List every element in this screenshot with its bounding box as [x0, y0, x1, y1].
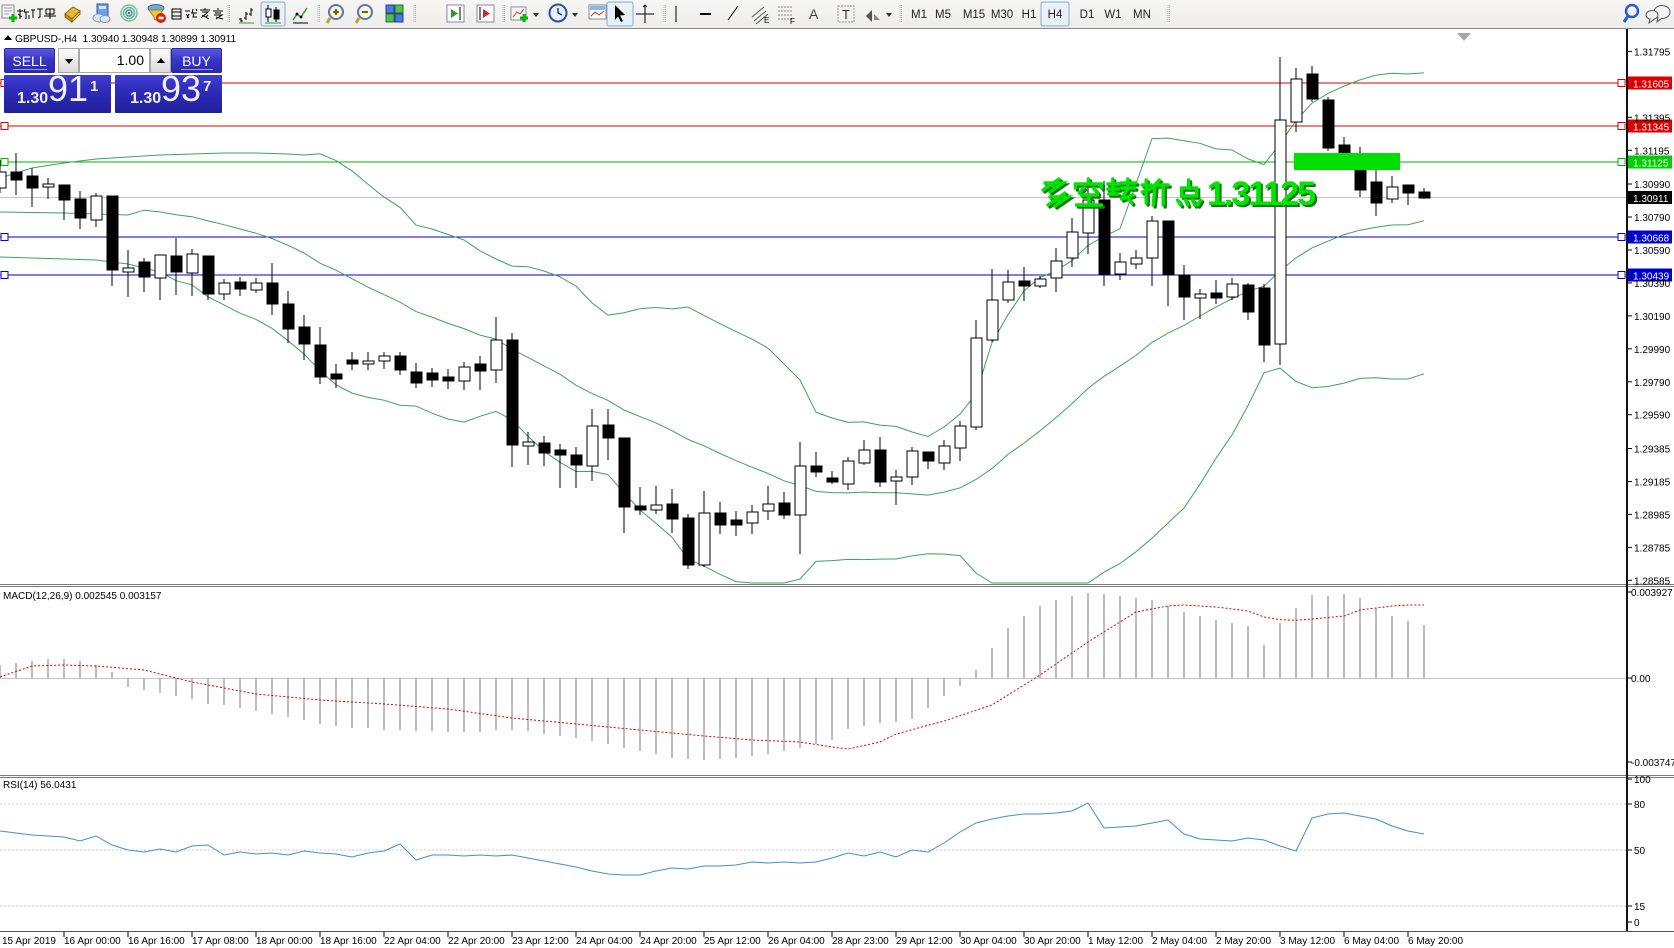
svg-text:1.30911: 1.30911	[1633, 194, 1669, 205]
svg-text:22 Apr 20:00: 22 Apr 20:00	[448, 936, 505, 947]
svg-text:H4: H4	[1048, 9, 1063, 21]
svg-text:1.30390: 1.30390	[1634, 279, 1671, 290]
svg-text:1 May 12:00: 1 May 12:00	[1088, 936, 1143, 947]
svg-text:30 Apr 04:00: 30 Apr 04:00	[960, 936, 1017, 947]
svg-text:1.29385: 1.29385	[1634, 445, 1671, 456]
svg-text:16 Apr 00:00: 16 Apr 00:00	[64, 936, 121, 947]
svg-text:1.31795: 1.31795	[1634, 47, 1671, 58]
svg-text:1.31345: 1.31345	[1633, 123, 1670, 134]
svg-text:1.30790: 1.30790	[1634, 213, 1671, 224]
svg-text:50: 50	[1634, 846, 1646, 857]
svg-text:MACD(12,26,9) 0.002545 0.00315: MACD(12,26,9) 0.002545 0.003157	[3, 591, 162, 602]
svg-text:W1: W1	[1104, 9, 1121, 21]
svg-text:15: 15	[1634, 902, 1646, 913]
svg-text:30 Apr 20:00: 30 Apr 20:00	[1024, 936, 1081, 947]
svg-text:100: 100	[1634, 775, 1651, 786]
svg-text:1.28985: 1.28985	[1634, 510, 1671, 521]
svg-text:1.30439: 1.30439	[1633, 272, 1670, 283]
svg-text:23 Apr 12:00: 23 Apr 12:00	[512, 936, 569, 947]
svg-text:1.29590: 1.29590	[1634, 411, 1671, 422]
svg-text:28 Apr 23:00: 28 Apr 23:00	[832, 936, 889, 947]
svg-text:1.29990: 1.29990	[1634, 345, 1671, 356]
svg-text:1.31605: 1.31605	[1633, 80, 1670, 91]
svg-text:-0.003747: -0.003747	[1631, 758, 1674, 769]
svg-text:29 Apr 12:00: 29 Apr 12:00	[896, 936, 953, 947]
svg-text:26 Apr 04:00: 26 Apr 04:00	[768, 936, 825, 947]
svg-text:15 Apr 2019: 15 Apr 2019	[2, 936, 56, 947]
svg-text:T: T	[842, 7, 850, 22]
svg-text:M15: M15	[963, 9, 985, 21]
svg-text:6 May 20:00: 6 May 20:00	[1408, 936, 1463, 947]
svg-text:2 May 20:00: 2 May 20:00	[1216, 936, 1271, 947]
svg-text:H1: H1	[1022, 9, 1037, 21]
svg-text:1.30668: 1.30668	[1633, 234, 1670, 245]
svg-text:1.31125: 1.31125	[1209, 177, 1317, 215]
svg-text:0: 0	[1634, 918, 1640, 929]
svg-text:F: F	[790, 17, 795, 26]
svg-text:GBPUSD-,H4 1.30940 1.30948 1.: GBPUSD-,H4 1.30940 1.30948 1.30899 1.309…	[15, 34, 236, 45]
svg-text:1.30990: 1.30990	[1634, 180, 1671, 191]
svg-text:1.28785: 1.28785	[1634, 543, 1671, 554]
svg-text:18 Apr 00:00: 18 Apr 00:00	[256, 936, 313, 947]
svg-text:M1: M1	[911, 9, 927, 21]
svg-text:A: A	[809, 6, 819, 22]
svg-text:1.28585: 1.28585	[1634, 576, 1671, 587]
svg-text:1.31125: 1.31125	[1207, 175, 1315, 213]
svg-text:MN: MN	[1133, 9, 1151, 21]
svg-text:1.31195: 1.31195	[1634, 146, 1670, 157]
svg-text:RSI(14) 56.0431: RSI(14) 56.0431	[3, 780, 77, 791]
svg-text:D1: D1	[1080, 9, 1095, 21]
svg-text:0.00: 0.00	[1631, 674, 1651, 685]
svg-text:3 May 12:00: 3 May 12:00	[1280, 936, 1335, 947]
svg-text:E: E	[764, 16, 769, 25]
svg-text:M5: M5	[935, 9, 951, 21]
svg-text:24 Apr 04:00: 24 Apr 04:00	[576, 936, 633, 947]
svg-text:25 Apr 12:00: 25 Apr 12:00	[704, 936, 761, 947]
svg-text:1.30590: 1.30590	[1634, 246, 1671, 257]
svg-text:80: 80	[1634, 800, 1646, 811]
svg-text:22 Apr 04:00: 22 Apr 04:00	[384, 936, 441, 947]
svg-text:6 May 04:00: 6 May 04:00	[1344, 936, 1399, 947]
svg-text:17 Apr 08:00: 17 Apr 08:00	[192, 936, 249, 947]
svg-text:1.31395: 1.31395	[1634, 113, 1671, 124]
svg-text:1.31125: 1.31125	[1633, 159, 1669, 170]
svg-text:1.30190: 1.30190	[1634, 312, 1671, 323]
svg-text:1.29185: 1.29185	[1634, 478, 1671, 489]
svg-text:0.003927: 0.003927	[1631, 588, 1673, 599]
svg-text:M30: M30	[991, 9, 1013, 21]
svg-text:24 Apr 20:00: 24 Apr 20:00	[640, 936, 697, 947]
svg-text:18 Apr 16:00: 18 Apr 16:00	[320, 936, 377, 947]
svg-text:1.29790: 1.29790	[1634, 378, 1671, 389]
svg-text:16 Apr 16:00: 16 Apr 16:00	[128, 936, 185, 947]
svg-text:2 May 04:00: 2 May 04:00	[1152, 936, 1207, 947]
